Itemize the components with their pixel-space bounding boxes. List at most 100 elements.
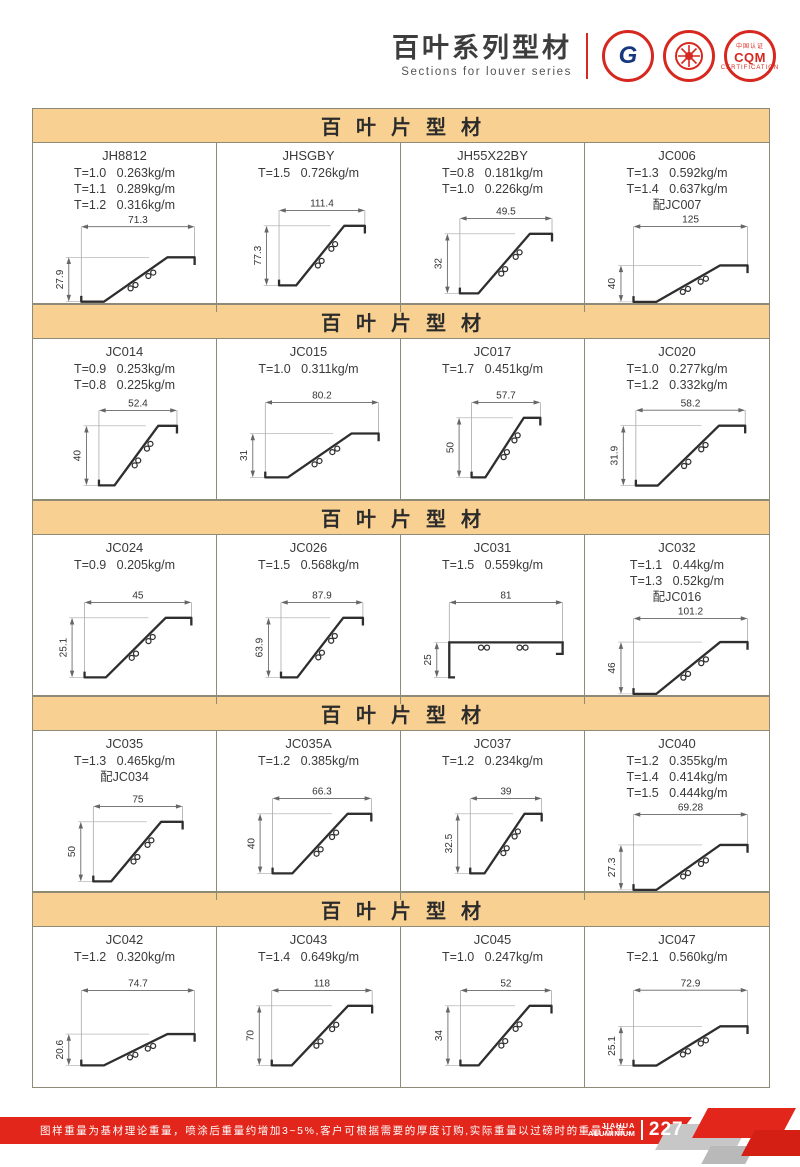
svg-text:75: 75 bbox=[132, 795, 144, 806]
model-name: JC047 bbox=[658, 932, 696, 947]
title-block: 百叶系列型材 Sections for louver series bbox=[392, 32, 572, 79]
profile-cell-JC032: JC032 T=1.1 0.44kg/m T=1.3 0.52kg/m 配JC016 1… bbox=[585, 535, 769, 704]
profile-drawing: 74.7 20.6 bbox=[55, 979, 196, 1067]
page-title: 百叶系列型材 bbox=[392, 32, 572, 63]
page-subtitle: Sections for louver series bbox=[401, 66, 572, 79]
profile-cell-JC017: JC017 T=1.7 0.451kg/m 57.7 50 bbox=[401, 339, 585, 499]
spec-line: T=1.4 0.637kg/m bbox=[626, 181, 728, 196]
section-header: 百叶片型材 bbox=[32, 108, 770, 142]
drawing-container: 71.3 27.9 bbox=[39, 213, 210, 310]
svg-text:77.3: 77.3 bbox=[253, 246, 264, 266]
profile-cell-JC020: JC020 T=1.0 0.277kg/m T=1.2 0.332kg/m 58.2 3… bbox=[585, 339, 769, 499]
spec-line: T=1.2 0.332kg/m bbox=[626, 377, 728, 392]
drawing-container: 75 50 bbox=[39, 785, 210, 898]
section-row: JC042 T=1.2 0.320kg/m 74.7 20.6 JC043 T=1.4 0… bbox=[32, 926, 770, 1088]
svg-text:49.5: 49.5 bbox=[496, 207, 516, 218]
section-header: 百叶片型材 bbox=[32, 304, 770, 338]
spec-line: T=1.2 0.320kg/m bbox=[73, 949, 176, 964]
drawing-container: 49.5 32 bbox=[407, 197, 578, 310]
svg-text:63.9: 63.9 bbox=[255, 638, 266, 658]
profile-drawing: 75 50 bbox=[67, 795, 184, 883]
profile-drawing: 66.3 40 bbox=[246, 787, 373, 875]
model-name: JC020 bbox=[658, 344, 696, 359]
spec-line: T=1.1 0.44kg/m bbox=[629, 557, 725, 572]
svg-text:52.4: 52.4 bbox=[128, 399, 148, 410]
profile-cell-JC037: JC037 T=1.2 0.234kg/m 39 32.5 bbox=[401, 731, 585, 900]
svg-text:70: 70 bbox=[245, 1030, 256, 1042]
gb-certification-icon: G bbox=[602, 30, 654, 82]
profile-drawing: 80.2 31 bbox=[239, 391, 380, 479]
page-header: 百叶系列型材 Sections for louver series G 中国认证 bbox=[392, 30, 780, 82]
profile-cell-JC042: JC042 T=1.2 0.320kg/m 74.7 20.6 bbox=[33, 927, 217, 1087]
svg-text:57.7: 57.7 bbox=[496, 391, 516, 402]
profile-drawing: 58.2 31.9 bbox=[610, 398, 747, 487]
round-seal-icon bbox=[663, 30, 715, 82]
model-name: JH8812 bbox=[102, 148, 147, 163]
drawing-container: 74.7 20.6 bbox=[39, 965, 210, 1085]
brand-separator bbox=[641, 1120, 643, 1140]
drawing-container: 52 34 bbox=[407, 965, 578, 1085]
model-name: JH55X22BY bbox=[457, 148, 528, 163]
svg-text:58.2: 58.2 bbox=[681, 398, 701, 409]
svg-text:80.2: 80.2 bbox=[312, 391, 332, 402]
spec-line: T=0.9 0.253kg/m bbox=[73, 361, 176, 376]
model-name: JC045 bbox=[473, 932, 512, 947]
drawing-container: 72.9 25.1 bbox=[591, 965, 763, 1085]
svg-text:40: 40 bbox=[73, 450, 84, 462]
spec-line: T=1.0 0.263kg/m bbox=[73, 165, 176, 180]
model-name: JC026 bbox=[289, 540, 328, 555]
cqm-arc-bottom-text: CERTIFICATION bbox=[720, 65, 780, 71]
profile-drawing: 52.4 40 bbox=[73, 399, 179, 487]
spec-line: T=1.2 0.385kg/m bbox=[257, 753, 360, 768]
model-name: JC024 bbox=[105, 540, 144, 555]
drawing-container: 58.2 31.9 bbox=[591, 393, 763, 497]
svg-text:87.9: 87.9 bbox=[312, 591, 332, 602]
spec-line: T=1.4 0.414kg/m bbox=[626, 769, 728, 784]
section-row: JC035 T=1.3 0.465kg/m 配JC034 75 50 JC035A T=1.… bbox=[32, 730, 770, 900]
model-name: JC037 bbox=[473, 736, 512, 751]
footer-red-bar: 图样重量为基材理论重量，喷涂后重量约增加3~5%,客户可根据需要的厚度订购,实际… bbox=[0, 1117, 692, 1144]
svg-text:31.9: 31.9 bbox=[610, 445, 621, 465]
profile-drawing: 125 40 bbox=[607, 215, 749, 303]
drawing-container: 125 40 bbox=[591, 213, 763, 310]
drawing-container: 69.28 27.3 bbox=[591, 801, 763, 898]
profile-drawing: 39 32.5 bbox=[444, 787, 543, 875]
model-name: JC015 bbox=[289, 344, 328, 359]
model-name: JC032 bbox=[658, 540, 696, 555]
svg-text:25.1: 25.1 bbox=[607, 1036, 618, 1056]
profile-drawing: 52 34 bbox=[434, 979, 553, 1067]
section-header: 百叶片型材 bbox=[32, 500, 770, 534]
svg-text:25: 25 bbox=[423, 654, 434, 666]
section-header: 百叶片型材 bbox=[32, 696, 770, 730]
profile-drawing: 72.9 25.1 bbox=[607, 978, 749, 1067]
page-number: 227 bbox=[648, 1119, 684, 1140]
svg-text:81: 81 bbox=[500, 591, 512, 602]
profile-cell-JH55X22BY: JH55X22BY T=0.8 0.181kg/m T=1.0 0.226kg/m 4… bbox=[401, 143, 585, 312]
svg-text:46: 46 bbox=[607, 662, 618, 674]
svg-text:20.6: 20.6 bbox=[55, 1039, 66, 1059]
svg-text:66.3: 66.3 bbox=[312, 787, 332, 798]
svg-text:69.28: 69.28 bbox=[678, 803, 704, 814]
footer-note: 图样重量为基材理论重量，喷涂后重量约增加3~5%,客户可根据需要的厚度订购,实际… bbox=[40, 1125, 640, 1137]
model-name: JC031 bbox=[473, 540, 512, 555]
spec-line: T=1.2 0.316kg/m bbox=[73, 197, 176, 212]
spec-line: T=1.4 0.649kg/m bbox=[257, 949, 360, 964]
drawing-container: 66.3 40 bbox=[223, 769, 394, 898]
profile-cell-JHSGBY: JHSGBY T=1.5 0.726kg/m 111.4 77.3 bbox=[217, 143, 401, 312]
svg-text:50: 50 bbox=[67, 846, 78, 858]
svg-text:40: 40 bbox=[607, 278, 618, 290]
certification-logos: G 中国认证 CQM CERTIFICATION bbox=[602, 30, 780, 82]
drawing-container: 118 70 bbox=[223, 965, 394, 1085]
profile-cell-JC015: JC015 T=1.0 0.311kg/m 80.2 31 bbox=[217, 339, 401, 499]
spec-line: T=1.5 0.559kg/m bbox=[441, 557, 544, 572]
page-footer: 图样重量为基材理论重量，喷涂后重量约增加3~5%,客户可根据需要的厚度订购,实际… bbox=[0, 1108, 800, 1167]
drawing-container: 81 25 bbox=[407, 573, 578, 702]
footer-brand-block: JIAHUA ALUMINIUM 227 bbox=[588, 1119, 684, 1141]
svg-text:125: 125 bbox=[682, 215, 699, 226]
profile-drawing: 49.5 32 bbox=[434, 207, 554, 295]
svg-text:45: 45 bbox=[132, 591, 144, 602]
svg-text:25.1: 25.1 bbox=[58, 638, 69, 658]
spec-line: T=0.9 0.205kg/m bbox=[73, 557, 176, 572]
svg-text:27.3: 27.3 bbox=[607, 857, 618, 877]
